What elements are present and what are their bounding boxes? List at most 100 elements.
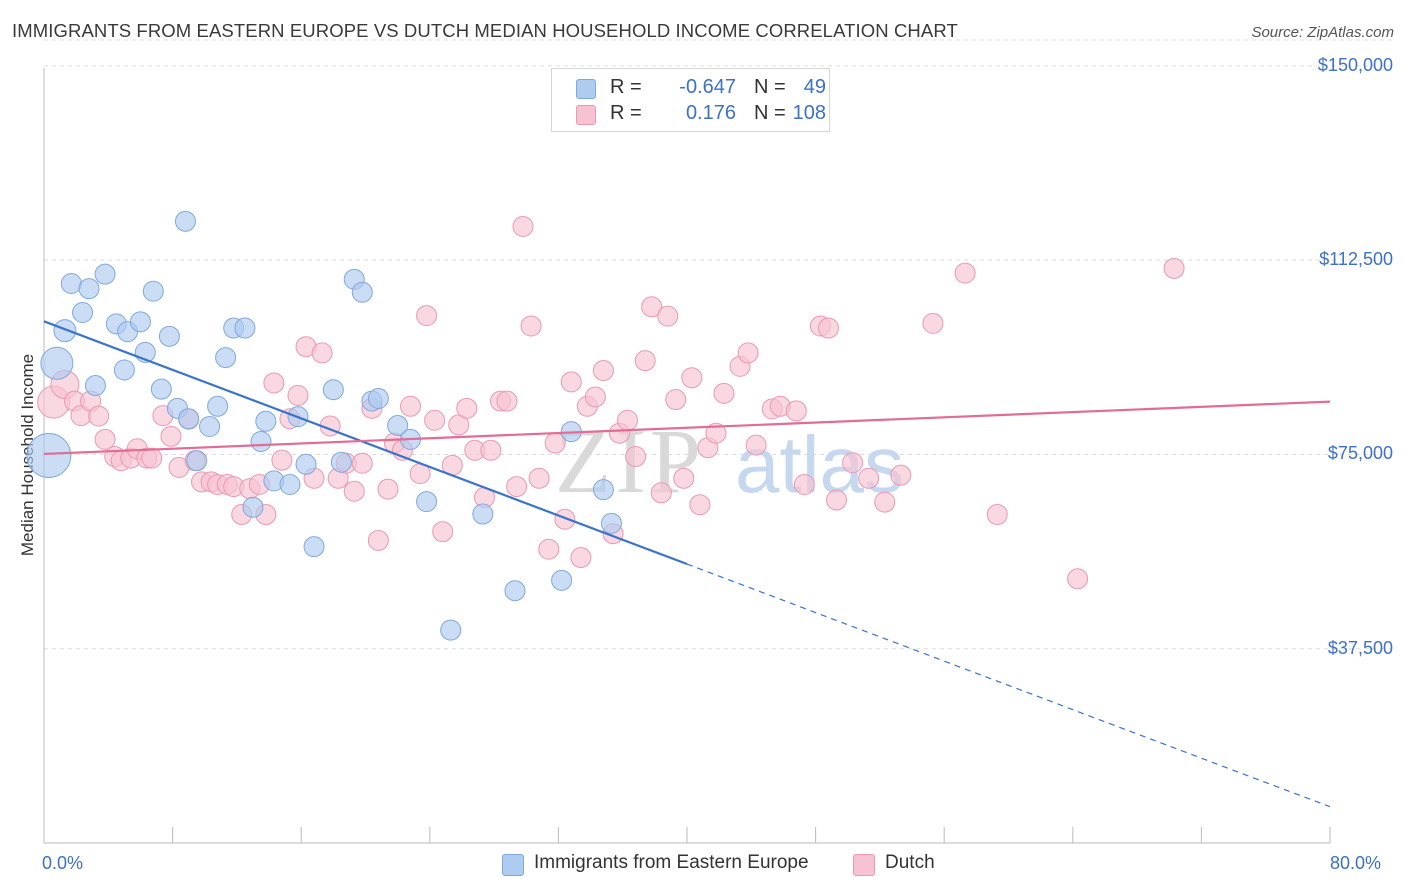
dutch-point [1067,568,1089,590]
eastern-europe-point [234,317,256,339]
eastern-europe-point [150,378,172,400]
series-legend: Immigrants from Eastern Europe Dutch [0,852,1406,878]
dutch-point [367,529,389,551]
eastern-europe-point [295,453,317,475]
dutch-point [570,547,592,569]
eastern-europe-point [129,311,151,333]
y-tick-label: $75,000 [1327,443,1393,464]
dutch-point [141,447,163,469]
dutch-point [825,489,847,511]
dutch-point [271,449,293,471]
eastern-europe-point [440,619,462,641]
legend-r-value: 0.176 [685,102,736,124]
dutch-point [874,491,896,513]
eastern-europe-point [215,347,237,369]
dutch-point [538,538,560,560]
dutch-point [512,216,534,238]
legend-r-value: -0.647 [679,76,736,98]
dutch-point [88,405,110,427]
dutch-point [1163,257,1185,279]
dutch-point [617,409,639,431]
dutch-point [665,389,687,411]
eastern-europe-point [551,569,573,591]
dutch-point [311,342,333,364]
dutch-point [528,467,550,489]
eastern-europe-point [199,415,221,437]
eastern-europe-point [78,278,100,300]
dutch-point [160,425,182,447]
dutch-point [625,446,647,468]
dutch-point [416,305,438,327]
dutch-point [689,494,711,516]
dutch-point [554,508,576,530]
legend-r-label: R = [610,102,642,124]
legend-swatch-pink [853,854,875,876]
trend-lines [43,320,1331,808]
dutch-point [560,371,582,393]
dutch-point [842,452,864,474]
dutch-point [986,504,1008,526]
eastern-europe-point [53,319,77,343]
eastern-europe-point [351,281,373,303]
dutch-point [858,467,880,489]
eastern-europe-point [387,414,409,436]
dutch-point [94,428,116,450]
dutch-point [287,384,309,406]
eastern-europe-point [250,431,272,452]
legend-n-label: N = [754,102,786,124]
dutch-point [506,476,528,498]
dutch-point [584,386,606,408]
eastern-europe-point [84,375,106,397]
eastern-europe-point [472,503,494,525]
dutch-point [705,422,727,444]
legend-n-value: 49 [803,76,826,98]
dutch-point [263,372,285,394]
dutch-point [793,473,815,495]
dutch-point [480,439,502,461]
eastern-europe-point [207,395,229,417]
dutch-point [713,382,735,404]
dutch-point [400,395,422,417]
dutch-point [657,305,679,327]
eastern-europe-point [142,280,164,302]
eastern-europe-point [94,263,116,285]
dutch-point [592,360,614,382]
eastern-europe-trend-line [43,320,688,566]
eastern-europe-point [174,210,196,232]
dutch-point [343,480,365,502]
legend-label-eastern-europe: Immigrants from Eastern Europe [534,852,809,873]
dutch-point [681,367,703,389]
eastern-europe-points [26,210,622,641]
dutch-point [745,434,767,456]
legend-swatch-blue [502,854,524,876]
source-label: Source: ZipAtlas.com [1251,24,1394,41]
watermark-atlas: atlas [735,420,904,509]
eastern-europe-point [592,479,614,501]
dutch-point [456,397,478,419]
dutch-point [785,400,807,422]
eastern-europe-point [72,302,94,324]
dutch-point [650,482,672,504]
dutch-trend-line [43,400,1331,456]
legend-label-dutch: Dutch [885,852,935,873]
eastern-europe-point [178,408,200,430]
dutch-point [634,350,656,372]
eastern-europe-point [600,512,622,534]
eastern-europe-point [322,379,344,401]
dutch-point [377,478,399,500]
legend-n-label: N = [754,76,786,98]
dutch-point [496,390,518,412]
y-tick-label: $37,500 [1327,637,1393,658]
x-tick-min: 0.0% [42,853,84,873]
eastern-europe-point [186,450,208,472]
eastern-europe-point [416,491,438,513]
eastern-europe-point [279,473,301,495]
eastern-europe-point [40,346,74,380]
dutch-point [641,296,663,318]
dutch-point [351,452,373,474]
eastern-europe-point [26,432,72,478]
dutch-point [890,464,912,486]
eastern-europe-point [113,359,135,381]
legend-swatch-pink [576,105,596,125]
eastern-europe-point [367,388,389,410]
